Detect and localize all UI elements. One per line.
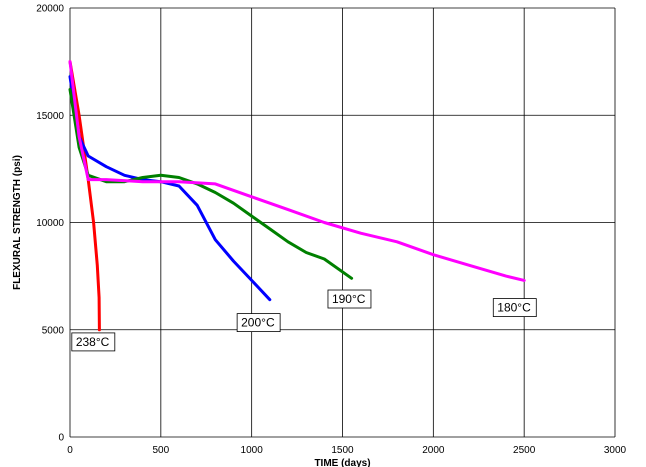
x-tick-label-6: 3000 [604, 445, 627, 456]
y-tick-label-2: 10000 [36, 218, 64, 229]
x-tick-label-2: 1000 [241, 445, 264, 456]
y-tick-label-0: 0 [58, 433, 64, 444]
series-label-0: 238°C [71, 332, 116, 352]
series-label-text-0: 238°C [76, 335, 110, 349]
series-label-1: 200°C [236, 313, 281, 333]
series-line-1 [68, 75, 272, 302]
series-label-box-2 [327, 289, 372, 309]
series-label-box-0 [71, 332, 116, 352]
x-tick-label-3: 1500 [331, 445, 354, 456]
series-label-3: 180°C [492, 298, 537, 317]
y-tick-label-1: 5000 [42, 325, 65, 336]
series-layer [68, 60, 526, 332]
x-tick-label-5: 2500 [513, 445, 536, 456]
y-axis-title: FLEXURAL STRENGTH (psi) [12, 155, 23, 290]
series-line-3 [68, 60, 526, 282]
series-label-box-1 [236, 313, 281, 333]
series-label-2: 190°C [327, 289, 372, 309]
x-axis-title: TIME (days) [314, 458, 370, 467]
x-tick-label-0: 0 [67, 445, 73, 456]
series-line-0 [68, 60, 101, 332]
tick-layer: 0 500 1000 1500 2000 2500 3000 0 5000 10000 15000 2… [36, 4, 626, 457]
series-label-layer: 238°C 200°C 190°C 180°C [71, 289, 537, 352]
x-tick-label-1: 500 [152, 445, 169, 456]
y-tick-label-3: 15000 [36, 111, 64, 122]
grid-layer [69, 7, 616, 438]
y-tick-label-4: 20000 [36, 4, 64, 15]
series-label-text-1: 200°C [241, 316, 275, 330]
series-label-text-2: 190°C [332, 292, 366, 306]
series-label-box-3 [492, 298, 537, 317]
x-tick-label-4: 2000 [422, 445, 445, 456]
series-label-text-3: 180°C [497, 301, 531, 315]
